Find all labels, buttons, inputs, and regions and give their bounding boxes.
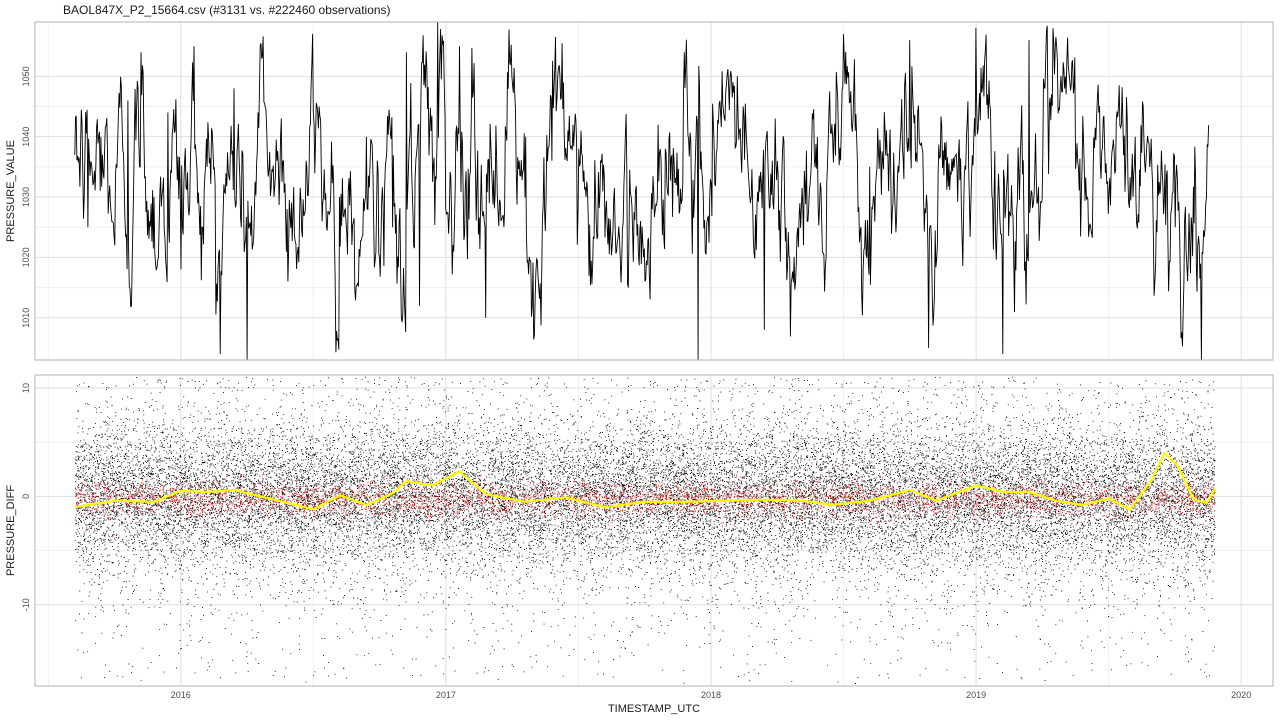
x-tick-label: 2016 [171, 690, 191, 700]
bottom-y-tick-label: -10 [21, 598, 31, 611]
pressure-diff-points [74, 376, 1216, 684]
bottom-panel: -10 0 10 PRESSURE_DIFF [5, 374, 1274, 687]
smoothed-trend-line [74, 451, 1216, 511]
top-y-tick-label: 1050 [21, 66, 31, 86]
x-tick-label: 2019 [966, 690, 986, 700]
bottom-panel-border [34, 374, 1274, 687]
x-tick-label: 2017 [436, 690, 456, 700]
top-y-tick-label: 1010 [21, 308, 31, 328]
top-y-tick-label: 1030 [21, 187, 31, 207]
bottom-y-axis-label: PRESSURE_DIFF [5, 485, 17, 576]
bottom-y-tick-label: 10 [21, 383, 31, 393]
top-y-axis-label: PRESSURE_VALUE [5, 140, 17, 242]
top-panel-border [34, 21, 1274, 361]
chart-title: BAOL847X_P2_15664.csv (#3131 vs. #222460… [63, 3, 391, 17]
top-y-tick-label: 1020 [21, 247, 31, 267]
x-axis-label: TIMESTAMP_UTC [608, 703, 700, 715]
top-panel: 1010 1020 1030 1040 1050 PRESSURE_VALUE [5, 21, 1274, 361]
pressure-value-line [74, 21, 1210, 361]
x-tick-label: 2018 [701, 690, 721, 700]
bottom-y-tick-label: 0 [21, 494, 31, 499]
top-y-tick-label: 1040 [21, 127, 31, 147]
x-tick-label: 2020 [1231, 690, 1251, 700]
